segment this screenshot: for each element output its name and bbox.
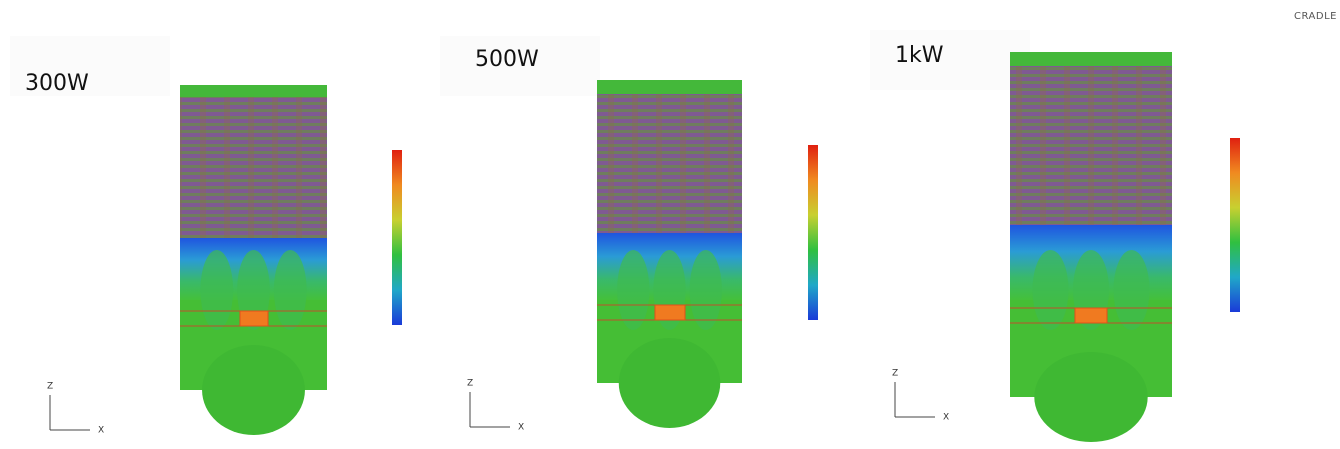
panel-label: 300W xyxy=(25,71,89,96)
colorbar xyxy=(808,145,818,320)
axis-x-label: X xyxy=(943,413,949,423)
cool-lobe xyxy=(200,250,233,330)
axis-x-label: X xyxy=(518,423,524,433)
axis-z-label: Z xyxy=(47,382,53,392)
label-box xyxy=(870,30,1030,90)
cool-lobe xyxy=(1033,250,1069,330)
bottom-lobe xyxy=(202,345,305,435)
top-strip xyxy=(1010,52,1172,66)
heat-source xyxy=(655,305,685,320)
panel-label: 1kW xyxy=(895,43,944,68)
panel-label: 500W xyxy=(475,47,539,72)
heat-source xyxy=(1075,308,1107,323)
colorbar xyxy=(1230,138,1240,312)
logo: CRADLE xyxy=(1294,11,1337,22)
stripe-region xyxy=(180,97,327,238)
top-strip xyxy=(180,85,327,97)
bottom-lobe xyxy=(619,338,721,428)
cool-lobe xyxy=(690,250,722,330)
heat-source xyxy=(240,311,268,326)
stripe-region xyxy=(1010,66,1172,225)
top-strip xyxy=(597,80,742,94)
figure: CRADLE 300W Z X 500W Z X 1kW Z X xyxy=(0,0,1340,449)
cool-lobe xyxy=(1114,250,1150,330)
stripe-region xyxy=(597,94,742,233)
axis-z-label: Z xyxy=(892,369,898,379)
bottom-lobe xyxy=(1034,352,1147,442)
cool-lobe xyxy=(617,250,649,330)
cool-lobe xyxy=(274,250,307,330)
axis-x-label: X xyxy=(98,426,104,436)
colorbar xyxy=(392,150,402,325)
axis-z-label: Z xyxy=(467,379,473,389)
